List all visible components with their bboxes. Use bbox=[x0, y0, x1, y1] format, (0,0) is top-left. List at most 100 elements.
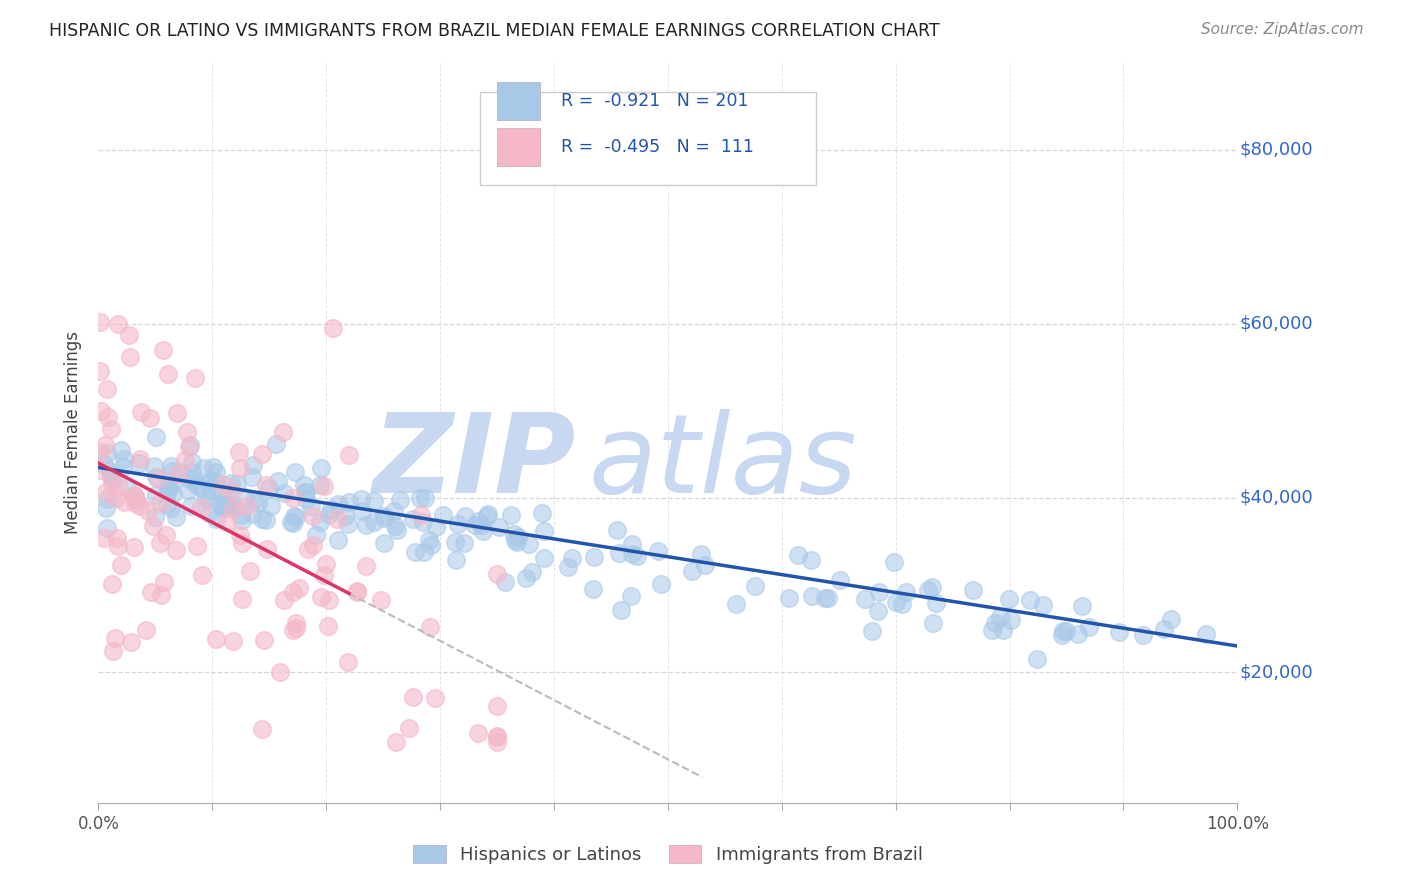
Point bbox=[93, 531, 115, 545]
Point bbox=[271, 425, 294, 439]
Point bbox=[620, 536, 643, 550]
Point bbox=[240, 507, 263, 521]
Point bbox=[288, 582, 311, 596]
Point bbox=[150, 588, 173, 602]
Point bbox=[813, 591, 835, 605]
Point bbox=[101, 476, 124, 491]
Point bbox=[136, 504, 159, 518]
Point bbox=[228, 528, 250, 542]
Point bbox=[139, 585, 162, 599]
Point bbox=[557, 560, 579, 574]
Point bbox=[169, 465, 191, 479]
Point bbox=[112, 452, 135, 467]
Point bbox=[467, 514, 489, 528]
Point bbox=[690, 547, 713, 561]
Point bbox=[215, 515, 238, 529]
Point bbox=[143, 459, 166, 474]
Point bbox=[868, 585, 890, 599]
Point bbox=[96, 410, 118, 425]
Point bbox=[561, 550, 583, 565]
Text: $40,000: $40,000 bbox=[1240, 489, 1313, 507]
Point bbox=[350, 503, 373, 517]
Point bbox=[122, 540, 145, 554]
Point bbox=[464, 518, 486, 533]
Point bbox=[432, 508, 454, 522]
Point bbox=[231, 536, 253, 550]
Point bbox=[226, 477, 249, 491]
Point bbox=[337, 448, 360, 462]
Point bbox=[186, 539, 208, 553]
Point bbox=[165, 543, 187, 558]
Point bbox=[1108, 625, 1130, 640]
Text: $60,000: $60,000 bbox=[1240, 315, 1313, 333]
Point bbox=[212, 477, 235, 491]
Point bbox=[165, 509, 187, 524]
Text: R =  -0.495   N =  111: R = -0.495 N = 111 bbox=[561, 138, 754, 156]
Point bbox=[129, 500, 152, 514]
Point bbox=[419, 620, 441, 634]
Point bbox=[155, 528, 177, 542]
Point bbox=[177, 472, 200, 486]
Point bbox=[860, 624, 883, 638]
Point bbox=[302, 508, 325, 523]
Point bbox=[101, 577, 124, 591]
Point bbox=[520, 565, 543, 579]
Legend: Hispanics or Latinos, Immigrants from Brazil: Hispanics or Latinos, Immigrants from Br… bbox=[413, 845, 922, 864]
Point bbox=[891, 597, 914, 611]
Point bbox=[89, 463, 111, 477]
Point bbox=[128, 456, 150, 470]
Point bbox=[222, 502, 245, 516]
Point bbox=[231, 513, 253, 527]
Point bbox=[259, 481, 281, 495]
Text: R =  -0.921   N = 201: R = -0.921 N = 201 bbox=[561, 92, 748, 110]
Point bbox=[103, 472, 125, 486]
Point bbox=[252, 722, 274, 736]
Point bbox=[828, 573, 851, 587]
Point bbox=[582, 582, 605, 596]
Point bbox=[533, 551, 555, 566]
Point bbox=[221, 484, 243, 499]
Point bbox=[787, 548, 810, 562]
Point bbox=[135, 624, 157, 638]
Point bbox=[401, 512, 423, 526]
Point bbox=[260, 500, 283, 514]
Point bbox=[124, 496, 146, 510]
Point bbox=[1052, 624, 1074, 639]
Point bbox=[312, 567, 335, 582]
Point bbox=[218, 498, 240, 512]
Point bbox=[176, 425, 198, 439]
Point bbox=[318, 592, 340, 607]
Point bbox=[917, 582, 939, 597]
Point bbox=[384, 518, 406, 533]
Point bbox=[124, 489, 146, 503]
Point bbox=[181, 473, 204, 487]
Point bbox=[236, 499, 259, 513]
Point bbox=[583, 549, 606, 564]
Point bbox=[350, 492, 373, 507]
Point bbox=[247, 496, 270, 510]
Point bbox=[198, 493, 221, 508]
Point bbox=[647, 544, 669, 558]
Point bbox=[180, 499, 202, 513]
Point bbox=[398, 721, 420, 735]
Point bbox=[142, 519, 165, 533]
Point bbox=[195, 490, 218, 504]
Point bbox=[217, 496, 239, 510]
Point bbox=[166, 406, 188, 420]
Point bbox=[1054, 624, 1077, 638]
Point bbox=[167, 467, 190, 481]
Point bbox=[363, 494, 385, 508]
Point bbox=[197, 475, 219, 490]
Point bbox=[308, 478, 330, 492]
Point bbox=[744, 579, 766, 593]
Point bbox=[120, 634, 142, 648]
Point bbox=[250, 447, 273, 461]
Point bbox=[211, 484, 233, 499]
Point bbox=[231, 508, 253, 522]
Point bbox=[472, 524, 495, 539]
Point bbox=[173, 453, 195, 467]
Point bbox=[817, 591, 839, 605]
Point bbox=[620, 547, 643, 561]
Point bbox=[273, 486, 295, 500]
Point bbox=[443, 535, 465, 549]
